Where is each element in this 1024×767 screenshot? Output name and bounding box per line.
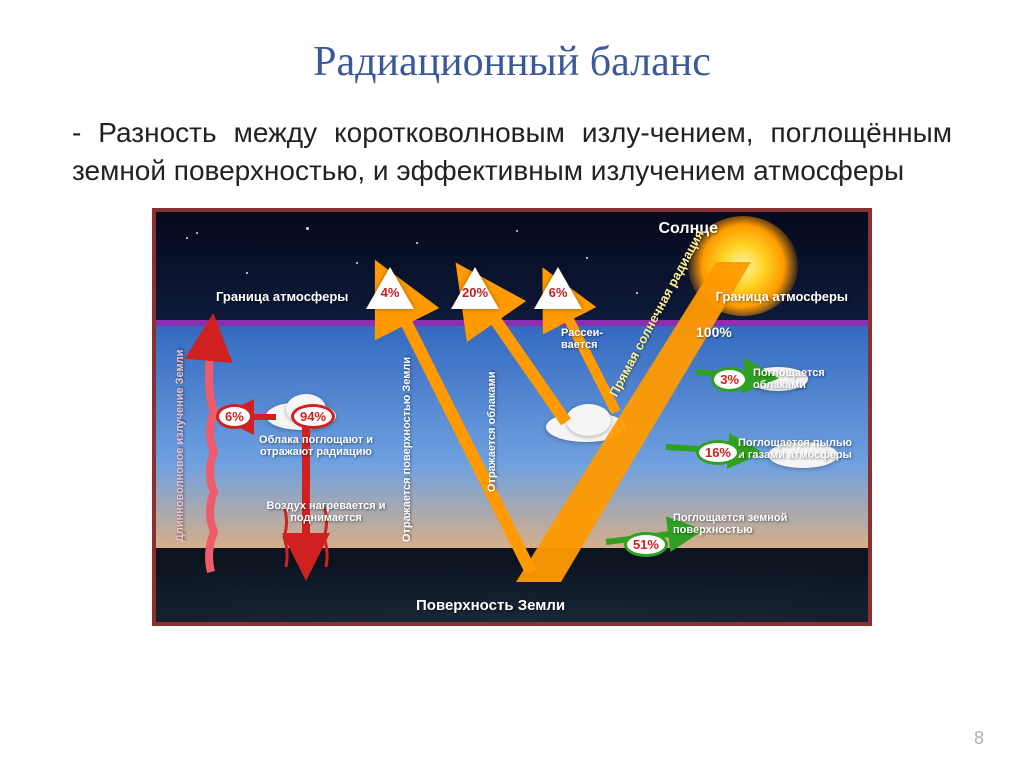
page-number: 8 (974, 728, 984, 749)
label-clouds-absorb: Облака поглощают и отражают радиацию (241, 434, 391, 459)
label-longwave: Длинноволновое излучение Земли (174, 342, 186, 542)
slide-subtitle: - Разность между коротковолновым излу-че… (72, 114, 952, 190)
label-boundary-left: Граница атмосферы (216, 290, 348, 304)
label-absorb-earth: Поглощается земной поверхностью (673, 512, 823, 537)
label-reflect-surface: Отражается поверхностью Земли (401, 342, 413, 542)
label-boundary-right: Граница атмосферы (716, 290, 848, 304)
label-absorb-clouds: Поглощается облаками (753, 367, 853, 392)
badge-6pct: 6% (216, 404, 253, 429)
label-absorb-dust: Поглощается пылью и газами атмосферы (738, 437, 853, 462)
triangle-4pct: 4% (366, 267, 414, 309)
label-air-heats: Воздух нагревается и поднимается (261, 500, 391, 525)
badge-3pct: 3% (711, 367, 748, 392)
slide-title: Радиационный баланс (0, 0, 1024, 86)
label-100pct: 100% (696, 324, 732, 340)
radiation-balance-diagram: 4% 20% 6% Солнце Граница атмосферы Грани… (152, 208, 872, 626)
label-reflect-clouds: Отражается облаками (486, 322, 498, 492)
cloud-icon (566, 404, 611, 436)
badge-16pct: 16% (696, 440, 740, 465)
label-scattered: Рассеи-вается (561, 327, 616, 351)
label-earth-surface: Поверхность Земли (416, 597, 565, 614)
badge-51pct: 51% (624, 532, 668, 557)
triangle-6pct: 6% (534, 267, 582, 309)
triangle-20pct: 20% (451, 267, 499, 309)
badge-94pct: 94% (291, 404, 335, 429)
